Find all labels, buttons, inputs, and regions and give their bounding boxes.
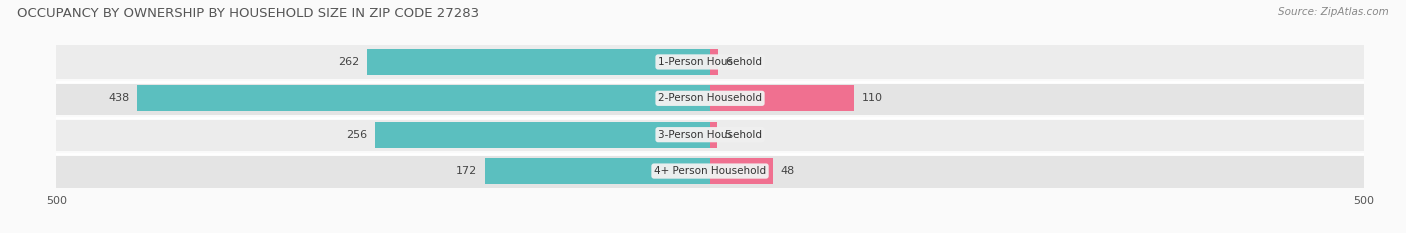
Text: 256: 256 <box>346 130 367 140</box>
Bar <box>56 154 1364 188</box>
Text: 6: 6 <box>725 57 733 67</box>
Bar <box>56 45 1364 79</box>
Text: 110: 110 <box>862 93 883 103</box>
Text: 438: 438 <box>108 93 129 103</box>
Bar <box>710 122 717 148</box>
Text: 4+ Person Household: 4+ Person Household <box>654 166 766 176</box>
Text: 5: 5 <box>724 130 731 140</box>
Bar <box>485 158 710 184</box>
Bar <box>138 85 710 111</box>
Text: 3-Person Household: 3-Person Household <box>658 130 762 140</box>
Text: OCCUPANCY BY OWNERSHIP BY HOUSEHOLD SIZE IN ZIP CODE 27283: OCCUPANCY BY OWNERSHIP BY HOUSEHOLD SIZE… <box>17 7 479 20</box>
Text: 172: 172 <box>456 166 477 176</box>
Text: 262: 262 <box>339 57 360 67</box>
Bar <box>710 49 718 75</box>
Bar <box>56 82 1364 115</box>
Bar <box>56 118 1364 151</box>
Text: 2-Person Household: 2-Person Household <box>658 93 762 103</box>
Text: 1-Person Household: 1-Person Household <box>658 57 762 67</box>
Bar <box>710 158 773 184</box>
Bar <box>375 122 710 148</box>
Bar <box>367 49 710 75</box>
Text: 48: 48 <box>780 166 794 176</box>
Bar <box>710 85 853 111</box>
Text: Source: ZipAtlas.com: Source: ZipAtlas.com <box>1278 7 1389 17</box>
